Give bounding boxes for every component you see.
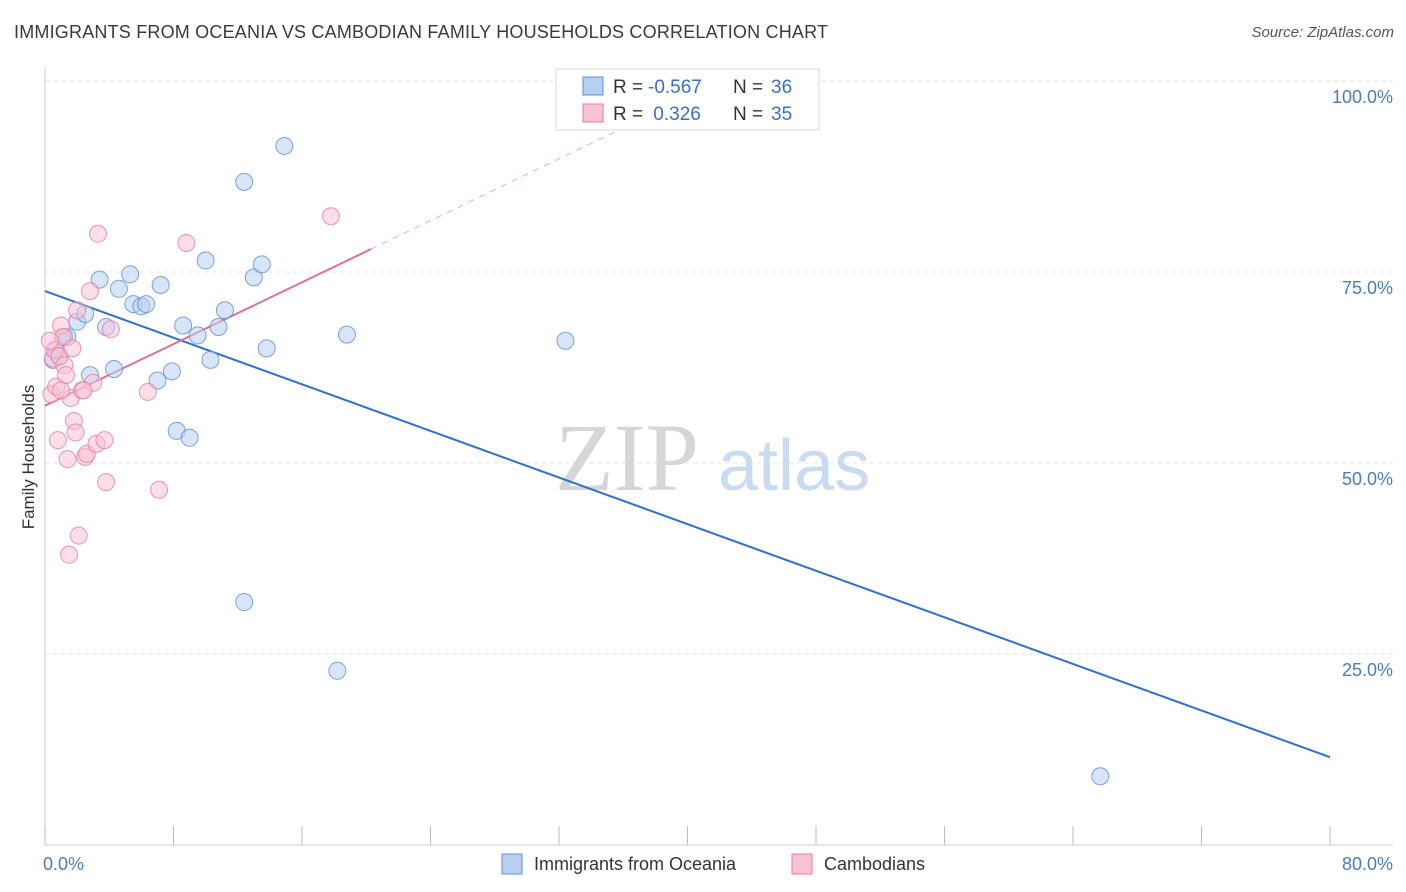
legend-n-label-1: N = (733, 77, 763, 98)
cambodian-point-25 (95, 431, 114, 450)
y-tick-labels: 25.0% 50.0% 75.0% 100.0% (1332, 87, 1393, 680)
oceania-point-17 (151, 275, 170, 294)
oceania-point-35 (1091, 767, 1110, 786)
cambodian-point-21 (80, 282, 99, 301)
axes (44, 67, 1393, 846)
oceania-point-16 (148, 371, 167, 390)
oceania-point-33 (337, 325, 356, 344)
y-tick-label-25: 25.0% (1342, 660, 1393, 680)
bottom-legend-swatch-pink (791, 853, 813, 875)
legend-n-value-2: 35 (771, 104, 792, 125)
bottom-legend-swatch-blue (501, 853, 523, 875)
y-axis-label: Family Households (19, 385, 38, 530)
trendline-oceania (44, 290, 1331, 759)
oceania-point-34 (556, 331, 575, 350)
trendline-cambodians-extension (370, 127, 624, 250)
cambodian-point-24 (89, 224, 108, 243)
oceania-point-24 (201, 350, 220, 369)
cambodian-point-16 (68, 301, 87, 320)
y-tick-label-75: 75.0% (1342, 278, 1393, 298)
oceania-point-26 (215, 301, 234, 320)
oceania-point-29 (252, 255, 271, 274)
cambodian-point-17 (69, 526, 88, 545)
grid-lines (45, 80, 1393, 655)
oceania-point-10 (105, 360, 124, 379)
cambodian-point-9 (56, 366, 75, 385)
oceania-point-8 (90, 270, 109, 289)
oceania-point-15 (137, 295, 156, 314)
cambodian-point-15 (66, 423, 85, 442)
bottom-legend-label-blue: Immigrants from Oceania (534, 854, 737, 874)
legend-r-label-1: R = (613, 77, 643, 98)
bottom-legend-label-pink: Cambodians (824, 854, 925, 874)
legend-n-label-2: N = (733, 104, 763, 125)
oceania-point-31 (275, 136, 294, 155)
watermark-zip: ZIP (555, 404, 699, 511)
stats-legend: R = -0.567 N = 36 R = 0.326 N = 35 (555, 68, 820, 131)
source-label: Source: ZipAtlas.com (1251, 24, 1394, 41)
cambodian-point-11 (60, 545, 79, 564)
cambodian-point-31 (321, 207, 340, 226)
oceania-point-11 (109, 279, 128, 298)
oceania-point-12 (121, 265, 140, 284)
cambodian-point-28 (138, 382, 157, 401)
cambodian-point-4 (48, 431, 67, 450)
oceania-point-23 (196, 251, 215, 270)
x-tick-max: 80.0% (1342, 854, 1393, 874)
oceania-point-20 (174, 316, 193, 335)
data-points (40, 136, 1110, 786)
cambodian-point-13 (63, 339, 82, 358)
oceania-point-21 (180, 428, 199, 447)
legend-r-value-1: -0.567 (648, 77, 702, 98)
watermark-atlas: atlas (718, 426, 870, 506)
legend-swatch-blue (582, 76, 604, 96)
legend-swatch-pink (582, 103, 604, 123)
cambodian-point-10 (58, 450, 77, 469)
oceania-point-36 (235, 593, 254, 612)
y-tick-label-100: 100.0% (1332, 87, 1393, 107)
chart-title: IMMIGRANTS FROM OCEANIA VS CAMBODIAN FAM… (14, 22, 829, 42)
oceania-point-28 (244, 268, 263, 287)
oceania-point-22 (188, 326, 207, 345)
oceania-point-18 (162, 362, 181, 381)
oceania-point-25 (209, 318, 228, 337)
cambodian-point-33 (52, 381, 71, 400)
y-tick-label-50: 50.0% (1342, 469, 1393, 489)
oceania-point-30 (257, 339, 276, 358)
cambodian-point-34 (74, 381, 93, 400)
legend-r-label-2: R = (613, 104, 643, 125)
cambodian-point-27 (101, 320, 120, 339)
series-legend: Immigrants from Oceania Cambodians (501, 853, 925, 875)
oceania-point-27 (235, 172, 254, 191)
legend-n-value-1: 36 (771, 77, 792, 98)
cambodian-point-30 (177, 233, 196, 252)
cambodian-point-32 (40, 331, 59, 350)
legend-r-value-2: 0.326 (648, 104, 701, 125)
cambodian-point-26 (97, 473, 116, 492)
oceania-point-32 (328, 661, 347, 680)
cambodian-point-29 (150, 480, 169, 499)
x-tick-min: 0.0% (43, 854, 84, 874)
